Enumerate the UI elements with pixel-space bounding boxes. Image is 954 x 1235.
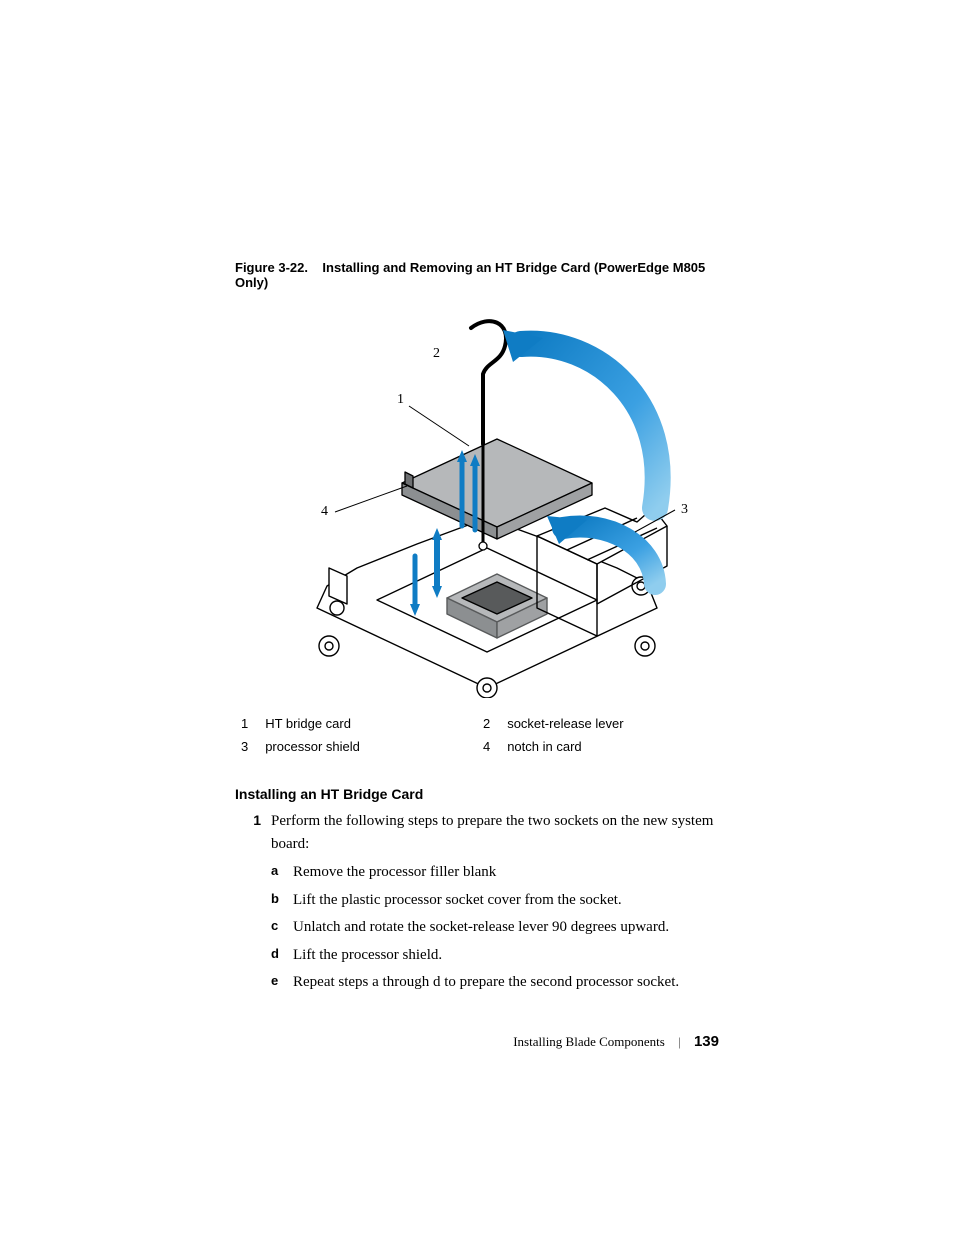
legend-label: processor shield (259, 735, 477, 758)
steps-container: 1 Perform the following steps to prepare… (235, 810, 719, 994)
substep-row: c Unlatch and rotate the socket-release … (271, 916, 719, 939)
footer-section-label: Installing Blade Components (513, 1034, 665, 1049)
legend-label: socket-release lever (501, 712, 719, 735)
step-row: 1 Perform the following steps to prepare… (235, 810, 719, 855)
step-number: 1 (235, 810, 271, 855)
substep-row: a Remove the processor filler blank (271, 861, 719, 884)
figure-caption: Figure 3-22. Installing and Removing an … (235, 260, 719, 290)
substep-letter: c (271, 916, 293, 939)
section-heading: Installing an HT Bridge Card (235, 786, 719, 802)
bridge-card-diagram-svg (237, 308, 717, 698)
substep-text: Unlatch and rotate the socket-release le… (293, 916, 719, 939)
substep-row: d Lift the processor shield. (271, 944, 719, 967)
document-page: Figure 3-22. Installing and Removing an … (0, 0, 954, 1235)
legend-label: HT bridge card (259, 712, 477, 735)
substep-text: Lift the plastic processor socket cover … (293, 889, 719, 912)
legend-num: 1 (235, 712, 259, 735)
figure-caption-prefix: Figure 3-22. (235, 260, 308, 275)
page-footer: Installing Blade Components | 139 (513, 1033, 719, 1050)
legend-num: 4 (477, 735, 501, 758)
step-text: Perform the following steps to prepare t… (271, 810, 719, 855)
substep-row: b Lift the plastic processor socket cove… (271, 889, 719, 912)
footer-page-number: 139 (694, 1033, 719, 1050)
table-row: 3 processor shield 4 notch in card (235, 735, 719, 758)
substep-letter: a (271, 861, 293, 884)
substep-letter: e (271, 971, 293, 994)
callout-3: 3 (681, 502, 688, 518)
callout-4: 4 (321, 504, 328, 520)
figure-legend-table: 1 HT bridge card 2 socket-release lever … (235, 712, 719, 758)
callout-1: 1 (397, 392, 404, 408)
substep-letter: b (271, 889, 293, 912)
legend-num: 3 (235, 735, 259, 758)
substep-text: Remove the processor filler blank (293, 861, 719, 884)
substep-row: e Repeat steps a through d to prepare th… (271, 971, 719, 994)
footer-separator: | (678, 1034, 681, 1049)
substep-text: Lift the processor shield. (293, 944, 719, 967)
table-row: 1 HT bridge card 2 socket-release lever (235, 712, 719, 735)
legend-num: 2 (477, 712, 501, 735)
substep-letter: d (271, 944, 293, 967)
substep-text: Repeat steps a through d to prepare the … (293, 971, 719, 994)
figure-illustration: 1 2 3 4 (237, 308, 717, 698)
legend-label: notch in card (501, 735, 719, 758)
substeps-container: a Remove the processor filler blank b Li… (271, 861, 719, 994)
callout-2: 2 (433, 346, 440, 362)
